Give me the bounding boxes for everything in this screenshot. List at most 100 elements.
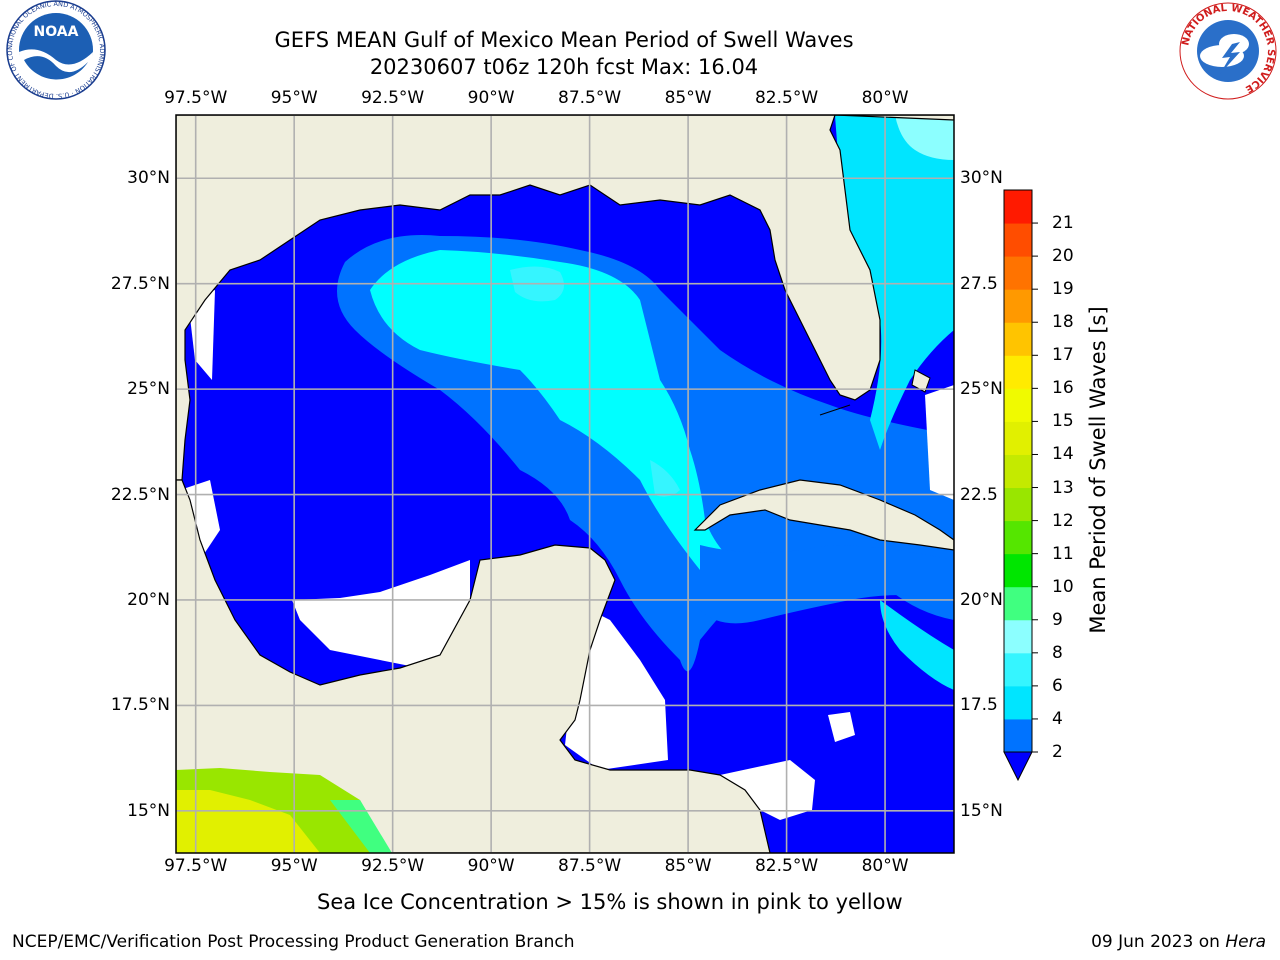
lon-label-bottom: 80°W [861,856,909,876]
colorbar-tick-label: 20 [1052,246,1074,267]
map-area [176,115,954,853]
colorbar-segment [1004,355,1032,389]
colorbar-tick-label: 2 [1052,742,1063,762]
colorbar-segment [1004,322,1032,356]
lon-label-top: 97.5°W [164,88,228,108]
island-keys [819,404,851,416]
colorbar-tick-label: 11 [1052,543,1074,564]
chart-subtitle: 20230607 t06z 120h fcst Max: 16.04 [369,55,759,79]
lon-label-top: 90°W [467,88,515,108]
colorbar-segment [1004,553,1032,588]
colorbar-segment [1004,223,1032,257]
lon-label-bottom: 95°W [270,856,318,876]
colorbar-tick-label: 18 [1052,312,1074,333]
pacific-high-period-2 [176,790,320,853]
colorbar-segment [1004,256,1032,290]
lat-label-left: 17.5°N [110,695,170,716]
host-name: Hera [1225,932,1266,952]
lon-label-bottom: 87.5°W [558,856,622,876]
sea-ice-note: Sea Ice Concentration > 15% is shown in … [317,890,903,914]
lat-label-right: 22.5 [960,484,998,505]
masked-region [925,385,954,500]
nws-logo-icon: NATIONAL WEATHER SERVICE [1179,2,1277,100]
colorbar-segment [1004,619,1032,654]
chart-title: GEFS MEAN Gulf of Mexico Mean Period of … [274,28,854,52]
lat-label-left: 22.5°N [110,484,170,505]
colorbar-segment [1004,454,1032,489]
land-mexico [176,479,771,853]
colorbar-tick-label: 10 [1052,576,1074,597]
colorbar-segment [1004,685,1032,720]
masked-region [292,560,470,668]
masked-region [828,712,855,742]
island-bahamas [911,369,931,393]
caribbean-swell-2 [700,545,954,624]
lat-label-left: 27.5°N [110,273,170,294]
lon-label-bottom: 90°W [467,856,515,876]
colorbar-tick-label: 8 [1052,642,1063,663]
land-cuba [693,479,954,551]
lon-label-top: 80°W [861,88,909,108]
colorbar-tick-label: 9 [1052,609,1063,630]
lon-label-top: 85°W [664,88,712,108]
colorbar-tick-label: 14 [1052,444,1074,465]
masked-region [720,760,815,820]
colorbar-segment [1004,487,1032,522]
colorbar-segment [1004,718,1032,753]
atlantic-swell [835,115,954,450]
colorbar-segment [1004,190,1032,224]
lat-label-left: 15°N [127,800,170,821]
colorbar [1003,189,1038,782]
grid-lines [176,115,954,853]
date-label: 09 Jun 2023 on [1091,932,1226,952]
map-border [175,114,955,854]
land-us [176,115,954,481]
colorbar-segment [1004,289,1032,323]
colorbar-segment [1004,520,1032,555]
lon-label-top: 95°W [270,88,318,108]
colorbar-tick-label: 21 [1052,213,1074,234]
lon-label-bottom: 85°W [664,856,712,876]
colorbar-tick-label: 12 [1052,510,1074,531]
colorbar-tick-label: 17 [1052,345,1074,366]
atlantic-swell-light [895,115,954,160]
credit-text: NCEP/EMC/Verification Post Processing Pr… [12,932,575,952]
noaa-logo-text: NOAA [34,24,79,40]
swell-band-4-6 [370,250,783,600]
colorbar-segment [1004,586,1032,621]
colorbar-segment [1004,421,1032,455]
colorbar-segment [1004,652,1032,687]
lon-label-bottom: 92.5°W [361,856,425,876]
colorbar-label: Mean Period of Swell Waves [s] [1086,306,1110,634]
lon-label-top: 92.5°W [361,88,425,108]
colorbar-extend-triangle [1003,751,1033,782]
masked-region [565,610,668,770]
date-text: 09 Jun 2023 on Hera [1091,932,1266,952]
swell-band-6-8 [510,266,680,497]
colorbar-frame [1003,189,1033,753]
colorbar-tick-label: 4 [1052,708,1063,729]
lon-label-bottom: 97.5°W [164,856,228,876]
colorbar-tick-label: 13 [1052,477,1074,498]
lat-label-right: 15°N [960,800,1003,821]
colorbar-tick-label: 19 [1052,279,1074,300]
lat-label-right: 30°N [960,168,1003,189]
lon-label-top: 82.5°W [754,88,819,108]
noaa-logo-icon: NATIONAL OCEANIC AND ATMOSPHERIC ADMINIS… [0,0,106,100]
lat-label-right: 20°N [960,589,1003,610]
lat-label-right: 27.5 [960,273,998,294]
colorbar-segment [1004,388,1032,422]
colorbar-tick-label: 6 [1052,675,1063,696]
colorbar-tick-label: 16 [1052,378,1074,399]
caribbean-swell [880,600,954,690]
lat-label-right: 17.5 [960,695,998,716]
lon-label-bottom: 82.5°W [754,856,819,876]
lat-label-left: 25°N [127,379,170,400]
lat-label-left: 30°N [127,168,170,189]
lon-label-top: 87.5°W [558,88,622,108]
lat-label-left: 20°N [127,589,170,610]
colorbar-tick-label: 15 [1052,411,1074,432]
pacific-high-period-3 [330,800,392,853]
lat-label-right: 25°N [960,379,1003,400]
